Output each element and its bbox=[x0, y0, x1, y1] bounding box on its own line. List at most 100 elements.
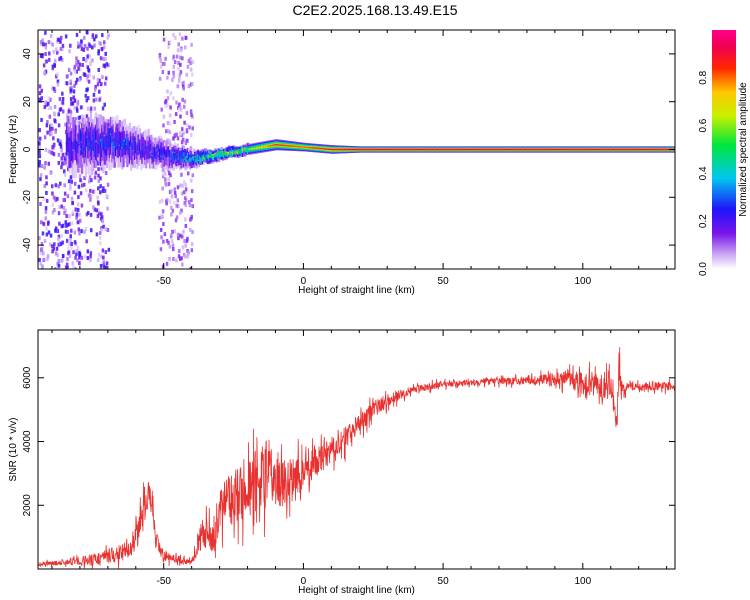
spectrogram-cell bbox=[175, 258, 178, 263]
spectrogram-cell bbox=[93, 207, 97, 212]
spectrogram-cell bbox=[45, 59, 48, 64]
spectrogram-cell bbox=[191, 157, 194, 159]
spectrogram-cell bbox=[358, 148, 362, 151]
spectrogram-cell bbox=[347, 148, 350, 151]
spectrogram-cell bbox=[118, 137, 121, 147]
spectrogram-cell bbox=[97, 173, 100, 178]
spectrogram-cell bbox=[417, 148, 421, 151]
spectrogram-cell bbox=[57, 123, 61, 128]
spectrogram-cell bbox=[229, 150, 232, 152]
spectrogram-cell bbox=[99, 139, 103, 141]
spectrogram-cell bbox=[377, 148, 380, 151]
spectrogram-cell bbox=[248, 148, 251, 151]
spectrogram-cell bbox=[522, 148, 525, 151]
spectrogram-cell bbox=[103, 40, 106, 45]
spectrogram-cell bbox=[104, 76, 108, 81]
spectrogram-cell bbox=[180, 208, 183, 213]
spectrogram-cell bbox=[412, 148, 416, 151]
spectrogram-cell bbox=[350, 148, 353, 151]
x-axis-label: Height of straight line (km) bbox=[298, 585, 415, 596]
spectrogram-cell bbox=[592, 148, 595, 151]
spectrogram-cell bbox=[43, 165, 46, 170]
spectrogram-cell bbox=[47, 106, 51, 111]
spectrogram-cell bbox=[523, 148, 526, 151]
spectrogram-cell bbox=[514, 148, 517, 151]
spectrogram-cell bbox=[464, 148, 467, 151]
spectrogram-cell bbox=[389, 148, 392, 151]
spectrogram-cell bbox=[78, 255, 81, 260]
spectrogram-cell bbox=[92, 75, 95, 80]
spectrogram-cell bbox=[660, 148, 663, 151]
x-tick-label: 100 bbox=[574, 576, 591, 587]
spectrogram-cell bbox=[199, 156, 202, 164]
spectrogram-cell bbox=[651, 148, 655, 151]
spectrogram-cell bbox=[87, 193, 91, 198]
spectrogram-cell bbox=[39, 250, 43, 255]
spectrogram-cell bbox=[180, 156, 183, 158]
spectrogram-cell bbox=[57, 263, 61, 268]
spectrogram-cell bbox=[61, 161, 64, 166]
spectrogram-cell bbox=[161, 61, 165, 66]
spectrogram-cell bbox=[125, 138, 128, 148]
x-tick-label: 50 bbox=[438, 276, 450, 287]
spectrogram-cell bbox=[184, 196, 187, 201]
spectrogram-cell bbox=[126, 137, 129, 140]
spectrogram-cell bbox=[87, 210, 90, 215]
spectrogram-cell bbox=[533, 148, 536, 151]
spectrogram-cell bbox=[473, 148, 476, 151]
spectrogram-cell bbox=[171, 229, 174, 234]
spectrogram-cell bbox=[77, 149, 80, 152]
spectrogram-cell bbox=[93, 43, 96, 48]
spectrogram-cell bbox=[48, 128, 52, 133]
spectrogram-cell bbox=[62, 205, 66, 210]
spectrogram-cell bbox=[133, 137, 137, 146]
spectrogram-cell bbox=[328, 148, 331, 150]
spectrogram-cell bbox=[449, 148, 452, 151]
spectrogram-cell bbox=[211, 154, 214, 156]
spectrogram-cell bbox=[57, 184, 60, 189]
spectrogram-cell bbox=[148, 146, 152, 155]
spectrogram-cell bbox=[80, 183, 84, 188]
spectrogram-cell bbox=[225, 152, 228, 156]
spectrogram-cell bbox=[343, 148, 346, 151]
spectrogram-cell bbox=[351, 148, 354, 151]
spectrogram-cell bbox=[53, 104, 57, 109]
spectrogram-cell bbox=[89, 59, 93, 64]
spectrogram-cell bbox=[230, 151, 233, 154]
spectrogram-cell bbox=[63, 169, 66, 174]
spectrogram-cell bbox=[228, 151, 231, 154]
spectrogram-cell bbox=[78, 261, 81, 266]
spectrogram-cell bbox=[160, 235, 163, 240]
spectrogram-cell bbox=[54, 58, 57, 63]
spectrogram-cell bbox=[161, 156, 164, 158]
spectrogram-cell bbox=[107, 33, 110, 38]
spectrogram-cell bbox=[89, 149, 93, 152]
spectrogram-cell bbox=[178, 233, 182, 238]
spectrogram-cell bbox=[410, 148, 413, 151]
spectrogram-cell bbox=[69, 88, 73, 93]
spectrogram-cell bbox=[72, 149, 75, 151]
spectrogram-cell bbox=[98, 97, 101, 102]
spectrogram-cell bbox=[625, 148, 628, 151]
spectrogram-cell bbox=[60, 258, 63, 263]
spectrogram-cell bbox=[73, 230, 77, 235]
spectrogram-cell bbox=[104, 56, 107, 61]
spectrogram-cell bbox=[126, 136, 129, 146]
spectrogram-cell bbox=[131, 142, 134, 151]
spectrogram-cell bbox=[443, 148, 446, 151]
spectrogram-cell bbox=[342, 148, 345, 151]
spectrogram-cell bbox=[656, 148, 660, 151]
spectrogram-cell bbox=[60, 224, 64, 229]
y-tick-label: 2000 bbox=[22, 494, 33, 517]
spectrogram-cell bbox=[83, 35, 86, 40]
spectrogram-cell bbox=[509, 148, 512, 151]
spectrogram-cell bbox=[622, 148, 626, 151]
spectrogram-cell bbox=[52, 136, 55, 141]
spectrogram-cell bbox=[73, 190, 77, 195]
spectrogram-cell bbox=[102, 262, 106, 267]
spectrogram-cell bbox=[38, 159, 41, 164]
spectrogram-cell bbox=[40, 164, 44, 169]
spectrogram-cell bbox=[182, 154, 186, 156]
spectrogram-cell bbox=[56, 138, 60, 143]
spectrogram-cell bbox=[167, 182, 171, 187]
